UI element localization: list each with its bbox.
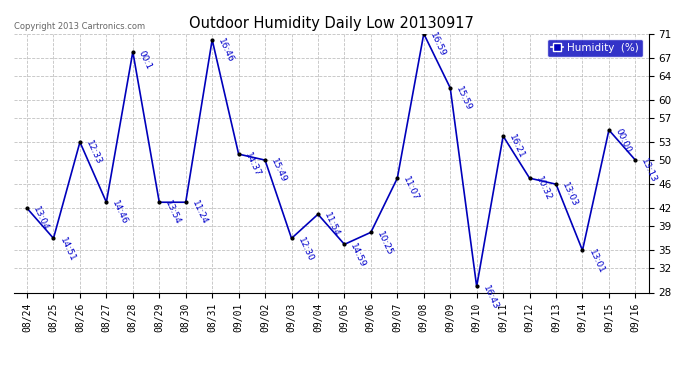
Text: 14:51: 14:51 [58,236,77,263]
Text: 13:13: 13:13 [640,158,659,184]
Text: 11:07: 11:07 [402,176,421,202]
Text: 12:33: 12:33 [84,139,103,166]
Text: 16:46: 16:46 [217,37,235,64]
Text: 13:03: 13:03 [560,182,580,209]
Text: 14:46: 14:46 [110,200,130,226]
Text: 14:37: 14:37 [243,152,262,178]
Legend: Humidity  (%): Humidity (%) [546,39,643,57]
Text: 14:59: 14:59 [348,242,368,269]
Text: 11:54: 11:54 [322,211,341,238]
Text: 15:59: 15:59 [455,85,473,112]
Text: 16:21: 16:21 [507,133,526,160]
Text: 15:49: 15:49 [269,158,288,184]
Text: 10:32: 10:32 [534,176,553,202]
Text: Copyright 2013 Cartronics.com: Copyright 2013 Cartronics.com [14,22,145,31]
Text: 10:25: 10:25 [375,230,394,257]
Text: 11:24: 11:24 [190,200,209,226]
Text: 13:01: 13:01 [586,248,606,275]
Title: Outdoor Humidity Daily Low 20130917: Outdoor Humidity Daily Low 20130917 [189,16,473,31]
Text: 16:59: 16:59 [428,31,447,58]
Text: 12:30: 12:30 [296,236,315,263]
Text: 13:04: 13:04 [31,206,50,232]
Text: 00:00: 00:00 [613,127,632,154]
Text: 00:1: 00:1 [137,49,154,71]
Text: 16:43: 16:43 [481,284,500,311]
Text: 13:54: 13:54 [164,200,182,226]
